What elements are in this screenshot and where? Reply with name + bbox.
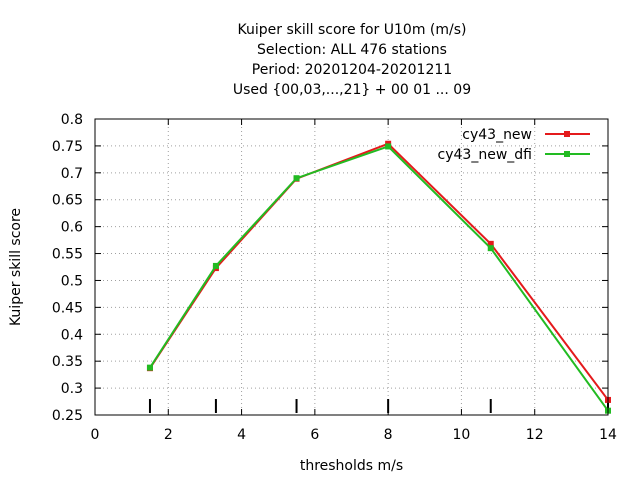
- data-point: [146, 364, 153, 371]
- x-tick-label: 12: [526, 427, 544, 443]
- x-tick-label: 2: [164, 427, 173, 443]
- legend: cy43_new cy43_new_dfi: [438, 127, 590, 163]
- y-tick-label: 0.5: [61, 273, 83, 289]
- series-line-cy43_new_dfi: [149, 145, 609, 412]
- plot-frame: [94, 118, 609, 416]
- x-axis-label: thresholds m/s: [300, 458, 403, 474]
- x-tick-labels: 0 2 4 6 8 10 12 14: [91, 427, 617, 443]
- y-tick-label: 0.25: [52, 408, 83, 424]
- legend-marker: [564, 131, 570, 137]
- title-line: Period: 20201204-20201211: [252, 62, 452, 78]
- series-line-cy43_new: [149, 142, 609, 401]
- y-tick-label: 0.65: [52, 193, 83, 209]
- series-lines: [146, 140, 611, 414]
- title-line: Used {00,03,...,21} + 00 01 ... 09: [233, 82, 471, 98]
- x-tick-label: 8: [384, 427, 393, 443]
- data-point: [487, 240, 494, 247]
- legend-label: cy43_new_dfi: [438, 147, 532, 163]
- grid-lines: [94, 118, 609, 416]
- legend-marker: [564, 151, 570, 157]
- threshold-markers: [148, 399, 609, 413]
- y-axis-label: Kuiper skill score: [8, 208, 24, 326]
- y-tick-label: 0.45: [52, 300, 83, 316]
- x-tick-label: 10: [453, 427, 471, 443]
- y-tick-label: 0.7: [61, 166, 83, 182]
- y-tick-label: 0.3: [61, 381, 83, 397]
- y-tick-labels: 0.25 0.3 0.35 0.4 0.45 0.5 0.55 0.6 0.65 0.7 0.75 0…: [52, 112, 83, 424]
- legend-label: cy43_new: [462, 127, 532, 143]
- x-tick-label: 14: [599, 427, 617, 443]
- x-tick-label: 6: [310, 427, 319, 443]
- data-point: [293, 175, 300, 182]
- data-point: [385, 143, 392, 150]
- y-tick-label: 0.35: [52, 354, 83, 370]
- y-tick-label: 0.55: [52, 247, 83, 263]
- y-tick-label: 0.4: [61, 327, 83, 343]
- x-tick-label: 0: [91, 427, 100, 443]
- data-point: [212, 262, 219, 269]
- x-tick-label: 4: [237, 427, 246, 443]
- title-line: Kuiper skill score for U10m (m/s): [238, 22, 467, 38]
- chart-title: Kuiper skill score for U10m (m/s) Selecti…: [233, 22, 471, 98]
- y-tick-label: 0.6: [61, 220, 83, 236]
- data-point: [487, 245, 494, 252]
- title-line: Selection: ALL 476 stations: [257, 42, 447, 58]
- y-tick-label: 0.8: [61, 112, 83, 128]
- y-tick-label: 0.75: [52, 139, 83, 155]
